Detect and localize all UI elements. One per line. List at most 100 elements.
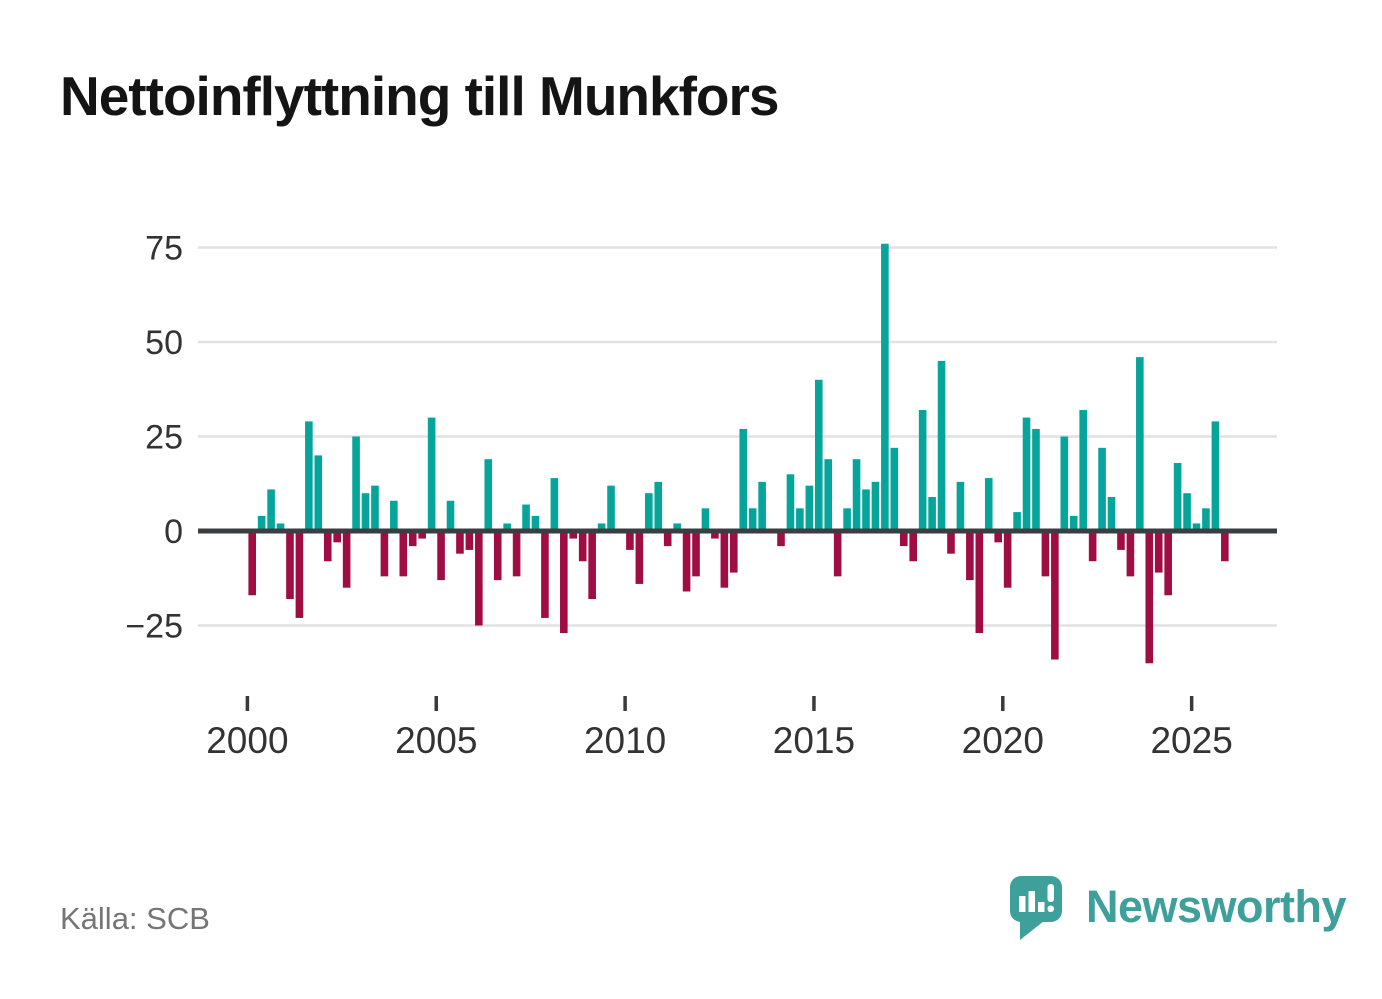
negative-bar [380, 531, 389, 577]
negative-bar [635, 531, 644, 584]
negative-bar [909, 531, 918, 562]
positive-bar [1211, 421, 1220, 531]
y-tick-label: −25 [125, 607, 183, 645]
x-tick-label: 2015 [773, 720, 855, 761]
negative-bar [1088, 531, 1097, 562]
positive-bar [1107, 496, 1116, 531]
negative-bar [569, 531, 578, 539]
positive-bar [427, 417, 436, 531]
x-tick-label: 2020 [962, 720, 1044, 761]
positive-bar [881, 243, 889, 531]
negative-bar [475, 531, 483, 626]
negative-bar [541, 531, 549, 618]
negative-bar [418, 531, 426, 539]
negative-bar [588, 531, 596, 600]
negative-bar [1117, 531, 1125, 550]
negative-bar [663, 531, 672, 547]
positive-bar [1173, 462, 1182, 531]
positive-bar [673, 523, 681, 531]
negative-bar [1126, 531, 1135, 577]
positive-bar [267, 489, 275, 531]
negative-bar [323, 531, 332, 562]
x-axis: 2000 2005 2010 2015 2020 2025 [206, 696, 1233, 761]
negative-bar [399, 531, 408, 577]
y-tick-label: 50 [145, 324, 183, 362]
negative-bar [692, 531, 700, 577]
positive-bar [890, 447, 899, 531]
positive-bar [758, 481, 766, 531]
negative-bar [777, 531, 785, 547]
positive-bar [1079, 410, 1087, 531]
positive-bar [984, 478, 993, 531]
negative-bar [512, 531, 521, 577]
positive-bar [314, 455, 323, 531]
positive-bar [796, 508, 804, 531]
positive-bar [956, 481, 965, 531]
positive-bar [871, 481, 880, 531]
negative-bar [342, 531, 351, 588]
negative-bar [966, 531, 974, 581]
negative-bar [833, 531, 842, 577]
positive-bar [1069, 515, 1078, 531]
positive-bar [814, 379, 823, 531]
positive-bar [645, 493, 653, 531]
y-axis-labels: 75 50 25 0 −25 [125, 229, 183, 645]
negative-bar [899, 531, 908, 547]
negative-bar [682, 531, 691, 592]
y-tick-label: 25 [145, 418, 183, 456]
negative-bar [456, 531, 464, 554]
x-tick-label: 2025 [1150, 720, 1232, 761]
negative-bar [248, 531, 256, 596]
negative-bar [1041, 531, 1050, 577]
negative-bar [729, 531, 738, 573]
chart-title: Nettoinflyttning till Munkfors [60, 65, 780, 127]
positive-bar [1032, 428, 1040, 531]
source-label: Källa: SCB [60, 901, 210, 936]
positive-bar [531, 515, 540, 531]
bars [248, 243, 1229, 664]
newsworthy-logo: Newsworthy [1010, 876, 1347, 944]
negative-bar [720, 531, 729, 588]
y-tick-label: 75 [145, 229, 183, 267]
negative-bar [437, 531, 445, 581]
x-tick-label: 2000 [206, 720, 288, 761]
negative-bar [408, 531, 417, 547]
positive-bar [607, 485, 615, 531]
negative-bar [465, 531, 474, 550]
negative-bar [286, 531, 294, 600]
positive-bar [522, 504, 530, 531]
positive-bar [937, 360, 946, 531]
x-tick-label: 2005 [395, 720, 477, 761]
negative-bar [560, 531, 568, 634]
negative-bar [295, 531, 304, 618]
positive-bar [1022, 417, 1031, 531]
positive-bar [1013, 512, 1021, 531]
y-tick-label: 0 [164, 513, 183, 551]
positive-bar [550, 478, 559, 531]
positive-bar [446, 500, 455, 531]
negative-bar [626, 531, 634, 550]
positive-bar [805, 485, 814, 531]
positive-bar [824, 459, 833, 531]
newsworthy-wordmark: Newsworthy [1086, 881, 1347, 932]
gridlines [198, 246, 1277, 627]
positive-bar [786, 474, 795, 531]
positive-bar [654, 481, 663, 531]
speech-bubble-bar-chart-icon [1010, 876, 1062, 940]
x-tick-label: 2010 [584, 720, 666, 761]
negative-bar [947, 531, 955, 554]
positive-bar [503, 523, 511, 531]
negative-bar [1221, 531, 1229, 562]
positive-bar [371, 485, 379, 531]
positive-bar [918, 410, 927, 531]
positive-bar [1060, 436, 1069, 531]
negative-bar [711, 531, 719, 539]
positive-bar [1192, 523, 1201, 531]
negative-bar [975, 531, 984, 634]
negative-bar [1164, 531, 1172, 596]
positive-bar [748, 508, 757, 531]
positive-bar [1098, 447, 1106, 531]
negative-bar [1051, 531, 1059, 660]
